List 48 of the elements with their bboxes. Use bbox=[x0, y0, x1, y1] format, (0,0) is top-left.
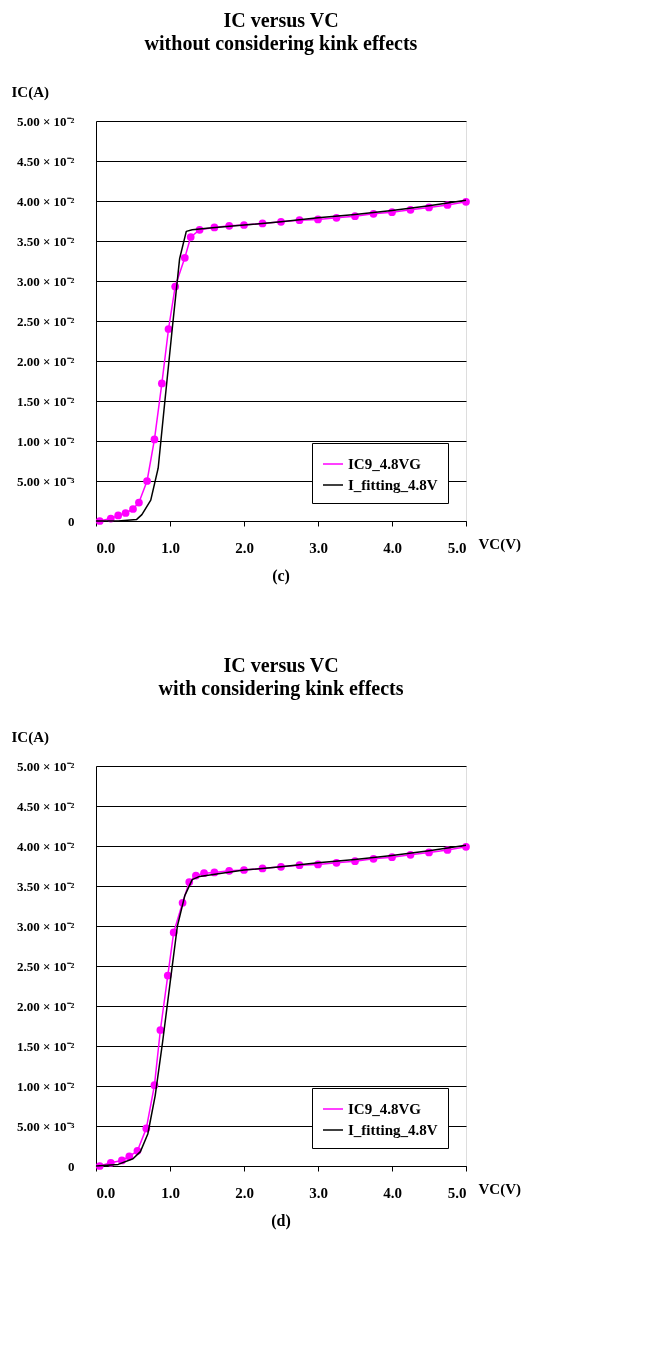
y-axis-title: IC(A) bbox=[11, 83, 49, 101]
x-tick-label: 1.0 bbox=[161, 1184, 180, 1201]
y-tick-label: 2.00 × 10⁻² bbox=[16, 998, 75, 1014]
text: (c) bbox=[272, 567, 290, 585]
y-tick-label: 4.00 × 10⁻² bbox=[16, 193, 75, 209]
legend-label: I_fitting_4.8V bbox=[348, 1122, 438, 1138]
x-tick-label: 4.0 bbox=[383, 539, 402, 556]
y-tick-label: 0 bbox=[68, 513, 75, 529]
text: (d) bbox=[271, 1212, 291, 1230]
y-axis-title: IC(A) bbox=[11, 728, 49, 746]
chart-subtitle: with considering kink effects bbox=[158, 677, 404, 700]
y-tick-label: 1.50 × 10⁻² bbox=[16, 393, 75, 409]
x-tick-label: 2.0 bbox=[235, 1184, 254, 1201]
chart-title: IC versus VC bbox=[223, 9, 339, 31]
x-axis-title: VC(V) bbox=[478, 1180, 521, 1198]
y-tick-label: 4.50 × 10⁻² bbox=[16, 798, 75, 814]
legend-label: IC9_4.8VG bbox=[348, 456, 422, 472]
x-axis-title: VC(V) bbox=[478, 535, 521, 553]
y-tick-label: 3.50 × 10⁻² bbox=[16, 233, 75, 249]
legend-label: IC9_4.8VG bbox=[348, 1101, 422, 1117]
y-tick-label: 2.50 × 10⁻² bbox=[16, 958, 75, 974]
y-tick-label: 1.50 × 10⁻² bbox=[16, 1038, 75, 1054]
y-tick-label: 3.50 × 10⁻² bbox=[16, 878, 75, 894]
chart-title: IC versus VC bbox=[223, 654, 339, 676]
x-tick-label: 5.0 bbox=[447, 1184, 467, 1201]
x-tick-label: 0.0 bbox=[96, 1184, 116, 1201]
x-tick-label: 2.0 bbox=[235, 539, 254, 556]
y-tick-label: 3.00 × 10⁻² bbox=[16, 918, 75, 934]
y-tick-label: 4.00 × 10⁻² bbox=[16, 838, 75, 854]
y-tick-label: 5.00 × 10⁻² bbox=[16, 758, 75, 774]
x-tick-label: 0.0 bbox=[96, 539, 116, 556]
y-tick-label: 5.00 × 10⁻³ bbox=[16, 473, 75, 489]
chart-subtitle: without considering kink effects bbox=[144, 32, 418, 55]
y-tick-label: 3.00 × 10⁻² bbox=[16, 273, 75, 289]
y-tick-label: 1.00 × 10⁻² bbox=[16, 1078, 75, 1094]
x-tick-label: 3.0 bbox=[309, 539, 328, 556]
x-tick-label: 3.0 bbox=[309, 1184, 328, 1201]
y-tick-label: 2.00 × 10⁻² bbox=[16, 353, 75, 369]
y-tick-label: 5.00 × 10⁻² bbox=[16, 113, 75, 129]
y-tick-label: 1.00 × 10⁻² bbox=[16, 433, 75, 449]
y-tick-label: 4.50 × 10⁻² bbox=[16, 153, 75, 169]
y-tick-label: 5.00 × 10⁻³ bbox=[16, 1118, 75, 1134]
x-tick-label: 4.0 bbox=[383, 1184, 402, 1201]
y-tick-label: 2.50 × 10⁻² bbox=[16, 313, 75, 329]
y-tick-label: 0 bbox=[68, 1158, 75, 1174]
x-tick-label: 5.0 bbox=[447, 539, 467, 556]
legend-label: I_fitting_4.8V bbox=[348, 477, 438, 493]
x-tick-label: 1.0 bbox=[161, 539, 180, 556]
